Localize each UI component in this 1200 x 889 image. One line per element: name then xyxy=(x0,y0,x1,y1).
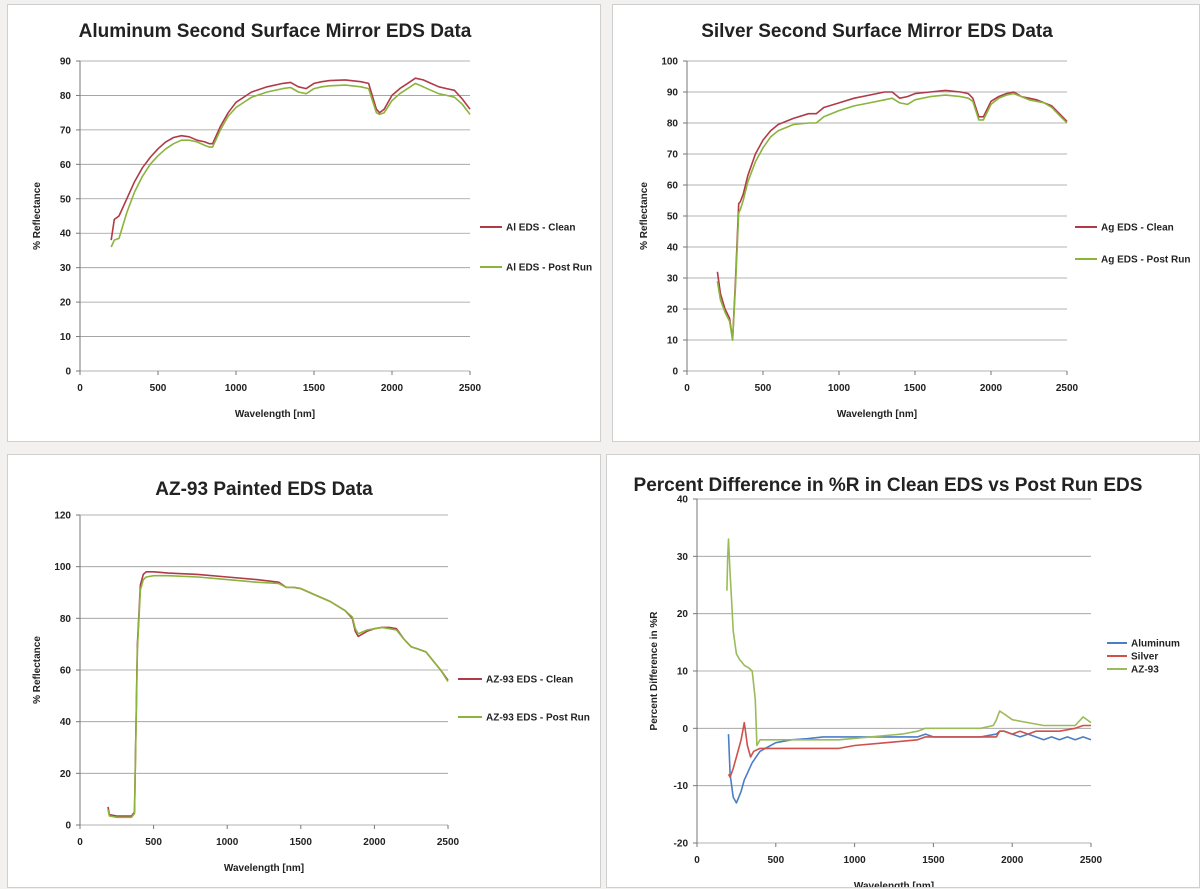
x-tick-label: 0 xyxy=(694,855,700,866)
legend-label: Al EDS - Post Run xyxy=(506,263,592,274)
y-tick-label: 90 xyxy=(60,57,72,68)
y-tick-label: 120 xyxy=(54,511,71,522)
y-tick-label: 30 xyxy=(677,552,689,563)
series-line-0 xyxy=(107,571,449,817)
y-tick-label: 0 xyxy=(65,821,71,832)
legend-label: Ag EDS - Post Run xyxy=(1101,255,1190,266)
legend-label: Al EDS - Clean xyxy=(506,223,575,234)
y-tick-label: 70 xyxy=(667,150,679,161)
y-tick-label: 0 xyxy=(672,367,678,378)
y-tick-label: -10 xyxy=(674,781,689,792)
x-tick-label: 0 xyxy=(77,837,83,848)
y-tick-label: 90 xyxy=(667,88,679,99)
y-tick-label: 40 xyxy=(60,717,72,728)
x-tick-label: 500 xyxy=(755,383,772,394)
y-tick-label: 20 xyxy=(677,609,689,620)
y-tick-label: 50 xyxy=(667,212,679,223)
x-tick-label: 1000 xyxy=(225,383,248,394)
y-tick-label: 80 xyxy=(667,119,679,130)
x-tick-label: 1000 xyxy=(216,837,239,848)
y-tick-label: 40 xyxy=(667,243,679,254)
legend-label: Ag EDS - Clean xyxy=(1101,223,1174,234)
series-line-1 xyxy=(107,574,449,819)
series-line-0 xyxy=(727,730,1092,804)
y-tick-label: 60 xyxy=(60,160,72,171)
y-tick-label: 60 xyxy=(667,181,679,192)
chart-panel-aluminum: Aluminum Second Surface Mirror EDS Data 0… xyxy=(7,4,601,442)
x-tick-label: 1000 xyxy=(828,383,851,394)
chart-az93: AZ-93 Painted EDS Data 0 20 40 60 80 100 120 0 50… xyxy=(32,479,590,874)
x-tick-label: 1500 xyxy=(922,855,945,866)
x-tick-label: 2500 xyxy=(437,837,460,848)
y-tick-label: 60 xyxy=(60,666,72,677)
legend-label: AZ-93 EDS - Post Run xyxy=(486,713,590,724)
series-line-0 xyxy=(110,77,471,241)
y-tick-label: 0 xyxy=(65,367,71,378)
x-axis-label: Wavelength [nm] xyxy=(235,409,315,420)
y-tick-label: 80 xyxy=(60,91,72,102)
y-tick-label: 30 xyxy=(60,263,72,274)
series-line-0 xyxy=(716,89,1068,341)
y-tick-label: 10 xyxy=(60,332,72,343)
y-tick-label: 40 xyxy=(677,495,689,506)
x-tick-label: 2000 xyxy=(363,837,386,848)
y-tick-label: 10 xyxy=(677,667,689,678)
y-axis-label: % Reflectance xyxy=(639,182,650,250)
x-axis-label: Wavelength [nm] xyxy=(837,409,917,420)
chart-title: Percent Difference in %R in Clean EDS vs… xyxy=(634,475,1143,496)
chart-panel-percent-difference: Percent Difference in %R in Clean EDS vs… xyxy=(606,454,1200,888)
x-tick-label: 1000 xyxy=(843,855,866,866)
y-tick-label: 20 xyxy=(60,769,72,780)
series-line-1 xyxy=(727,721,1091,778)
x-axis-label: Wavelength [nm] xyxy=(854,881,934,887)
y-tick-label: 20 xyxy=(60,298,72,309)
x-tick-label: 0 xyxy=(77,383,83,394)
x-tick-label: 2500 xyxy=(1080,855,1103,866)
chart-panel-az93: AZ-93 Painted EDS Data 0 20 40 60 80 100 120 0 50… xyxy=(7,454,601,888)
y-tick-label: 100 xyxy=(54,562,71,573)
chart-percent-difference: Percent Difference in %R in Clean EDS vs… xyxy=(634,475,1180,887)
y-axis-label: Percent Difference in %R xyxy=(649,611,660,731)
series-line-1 xyxy=(110,82,471,248)
x-tick-label: 1500 xyxy=(904,383,927,394)
x-tick-label: 2000 xyxy=(980,383,1003,394)
x-tick-label: 1500 xyxy=(303,383,326,394)
chart-panel-silver: Silver Second Surface Mirror EDS Data 0 10… xyxy=(612,4,1200,442)
y-tick-label: 80 xyxy=(60,614,72,625)
legend-label: Silver xyxy=(1131,652,1158,663)
x-tick-label: 1500 xyxy=(290,837,313,848)
y-tick-label: 40 xyxy=(60,229,72,240)
legend-label: AZ-93 EDS - Clean xyxy=(486,675,573,686)
chart-aluminum: Aluminum Second Surface Mirror EDS Data 0… xyxy=(32,21,592,420)
x-tick-label: 2500 xyxy=(459,383,482,394)
series-line-1 xyxy=(716,92,1068,341)
y-axis-label: % Reflectance xyxy=(32,182,43,250)
legend-label: Aluminum xyxy=(1131,639,1180,650)
x-tick-label: 0 xyxy=(684,383,690,394)
x-tick-label: 500 xyxy=(150,383,167,394)
x-tick-label: 500 xyxy=(145,837,162,848)
x-tick-label: 2000 xyxy=(381,383,404,394)
chart-title: Aluminum Second Surface Mirror EDS Data xyxy=(79,21,472,42)
y-tick-label: 20 xyxy=(667,305,679,316)
chart-title: AZ-93 Painted EDS Data xyxy=(155,479,373,500)
x-tick-label: 2000 xyxy=(1001,855,1024,866)
x-tick-label: 2500 xyxy=(1056,383,1079,394)
y-axis-label: % Reflectance xyxy=(32,636,43,704)
y-tick-label: 10 xyxy=(667,336,679,347)
y-tick-label: -20 xyxy=(674,839,689,850)
y-tick-label: 100 xyxy=(661,57,678,68)
y-tick-label: 50 xyxy=(60,194,72,205)
legend-label: AZ-93 xyxy=(1131,665,1159,676)
y-tick-label: 70 xyxy=(60,125,72,136)
chart-title: Silver Second Surface Mirror EDS Data xyxy=(701,21,1053,42)
series-line-2 xyxy=(726,538,1092,747)
chart-silver: Silver Second Surface Mirror EDS Data 0 10… xyxy=(639,21,1190,420)
y-tick-label: 0 xyxy=(682,724,688,735)
x-axis-label: Wavelength [nm] xyxy=(224,863,304,874)
x-tick-label: 500 xyxy=(767,855,784,866)
y-tick-label: 30 xyxy=(667,274,679,285)
